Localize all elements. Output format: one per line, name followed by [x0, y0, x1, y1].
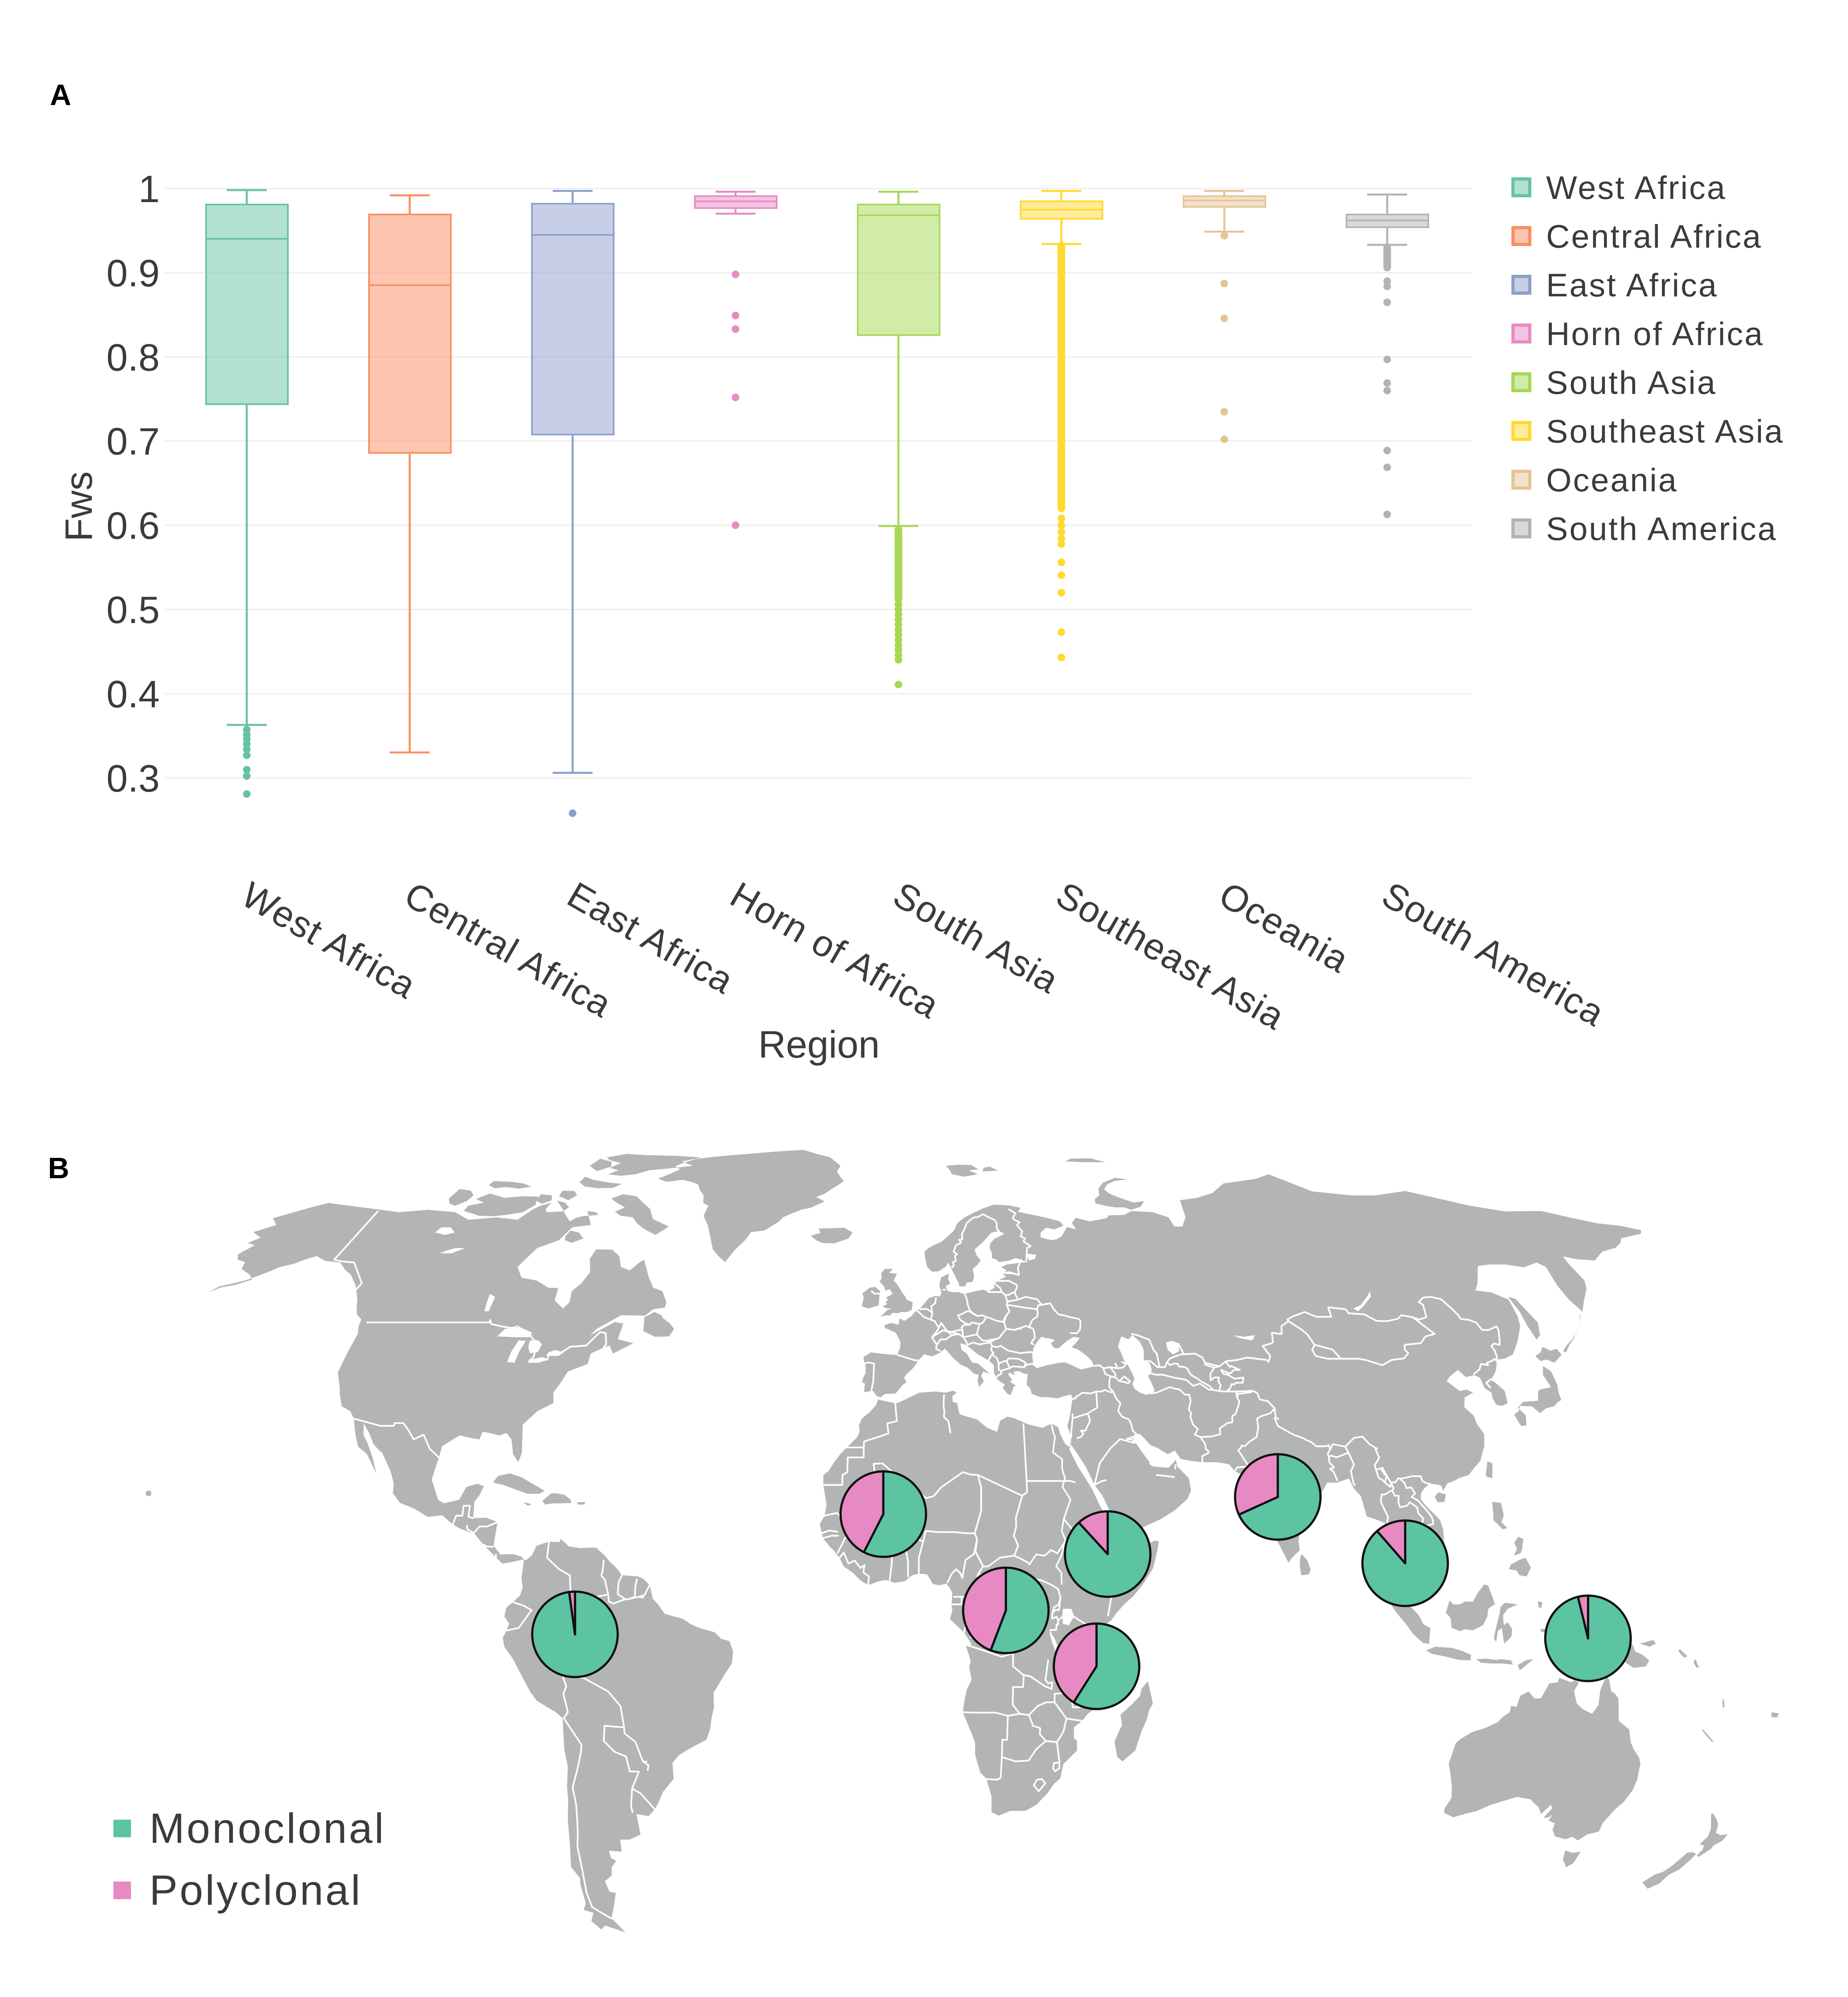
- svg-text:0.7: 0.7: [107, 420, 160, 463]
- svg-text:0.5: 0.5: [107, 589, 160, 631]
- svg-text:East Africa: East Africa: [1546, 267, 1718, 304]
- svg-text:Southeast Asia: Southeast Asia: [1546, 413, 1784, 450]
- svg-text:South Asia: South Asia: [1546, 365, 1717, 401]
- svg-text:B: B: [48, 1151, 69, 1185]
- svg-text:Central Africa: Central Africa: [1546, 218, 1762, 255]
- svg-text:0.3: 0.3: [107, 757, 160, 800]
- svg-text:Fws: Fws: [58, 471, 100, 542]
- svg-text:0.4: 0.4: [107, 673, 160, 716]
- svg-text:Oceania: Oceania: [1546, 462, 1678, 498]
- svg-text:0.9: 0.9: [107, 252, 160, 295]
- svg-text:West Africa: West Africa: [1546, 170, 1727, 206]
- svg-text:Region: Region: [758, 1023, 880, 1066]
- svg-text:Polyclonal: Polyclonal: [149, 1867, 362, 1914]
- svg-text:A: A: [50, 78, 71, 111]
- svg-text:1: 1: [139, 168, 160, 210]
- svg-text:Horn of Africa: Horn of Africa: [1546, 316, 1764, 352]
- svg-text:0.6: 0.6: [107, 504, 160, 547]
- svg-text:0.8: 0.8: [107, 336, 160, 379]
- svg-text:South America: South America: [1546, 511, 1777, 547]
- svg-text:Monoclonal: Monoclonal: [149, 1805, 386, 1852]
